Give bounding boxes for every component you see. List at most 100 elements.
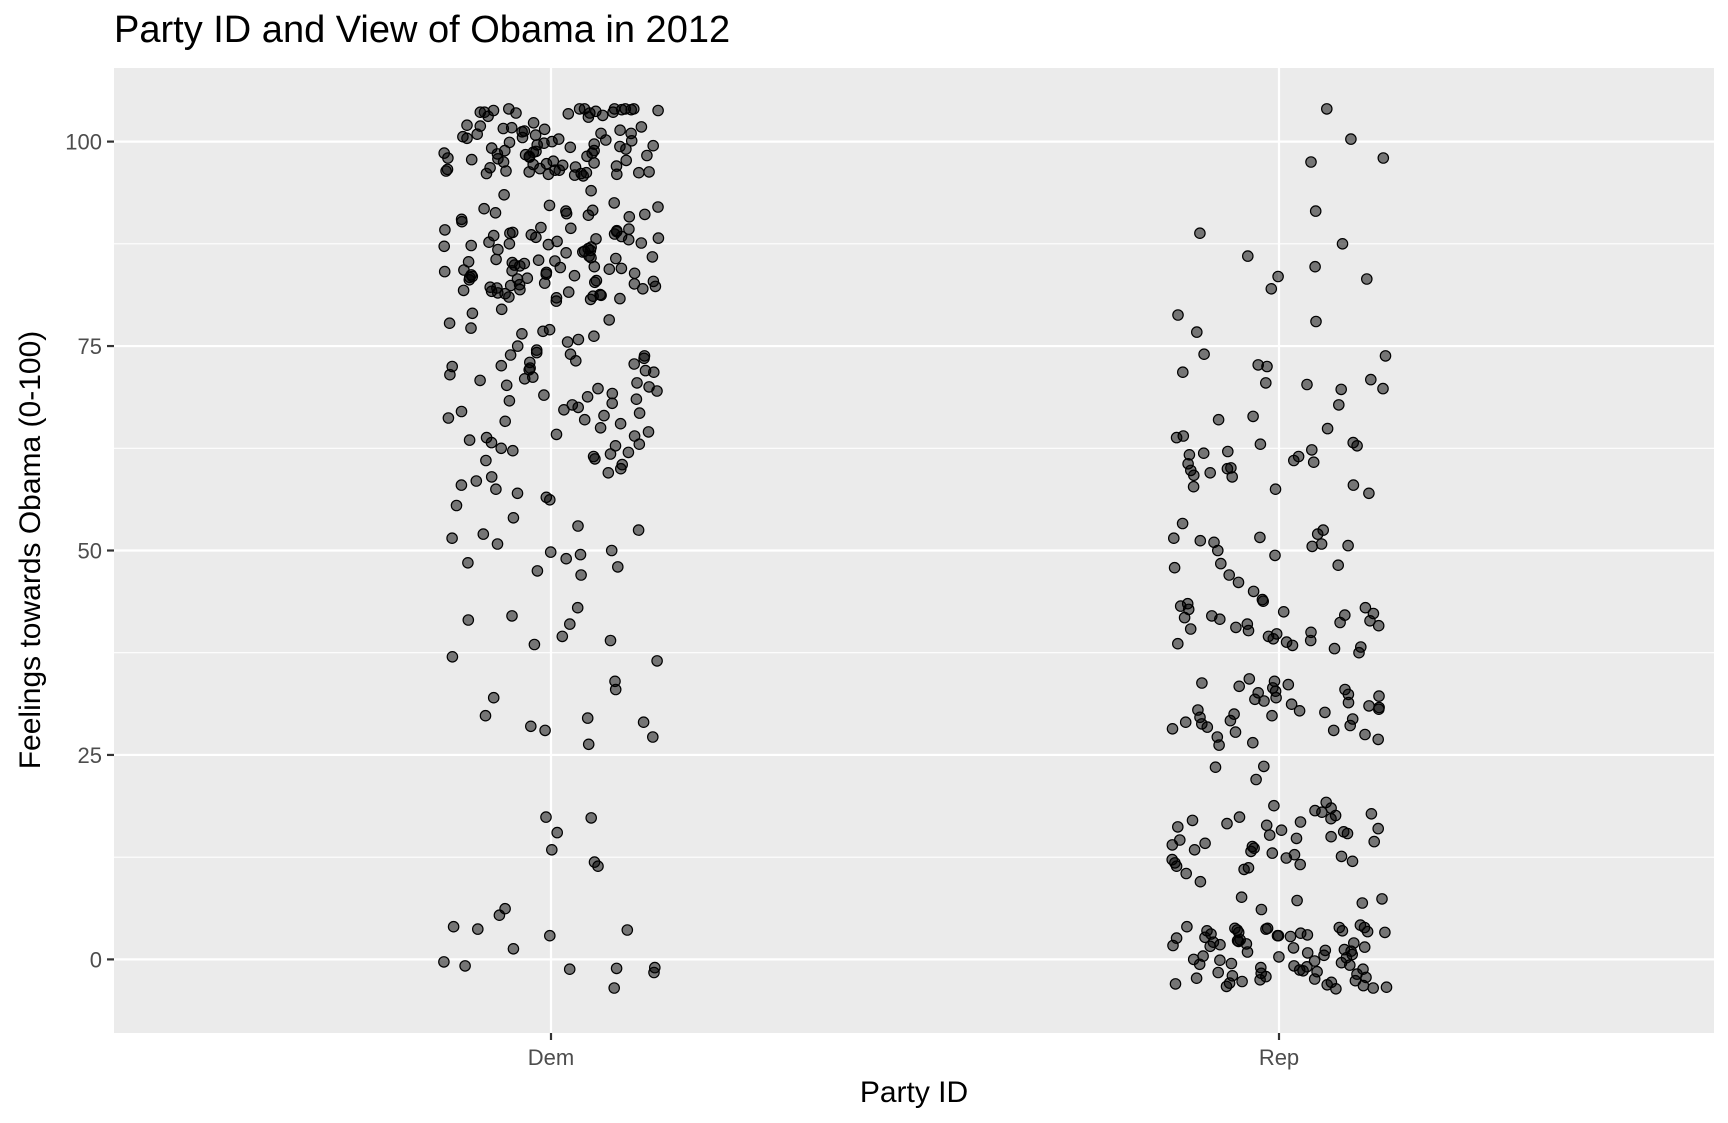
- data-point-rep: [1275, 824, 1288, 836]
- data-point-dem: [443, 317, 456, 329]
- data-point-dem: [628, 278, 641, 290]
- data-point-rep: [1257, 595, 1269, 607]
- data-point-dem: [500, 165, 512, 177]
- data-point-rep: [1178, 611, 1191, 624]
- data-point-dem: [622, 446, 635, 459]
- data-point-dem: [614, 292, 626, 305]
- data-point-rep: [1245, 845, 1257, 858]
- data-point-dem: [604, 448, 617, 460]
- data-point-rep: [1196, 677, 1208, 689]
- data-point-rep: [1265, 282, 1278, 295]
- data-point-rep: [1316, 806, 1328, 818]
- data-point-rep: [1307, 456, 1320, 468]
- data-point-dem: [506, 264, 518, 277]
- data-point-rep: [1301, 929, 1314, 941]
- data-point-dem: [503, 394, 516, 407]
- data-point-rep: [1284, 930, 1297, 943]
- data-point-dem: [518, 372, 531, 385]
- data-point-dem: [638, 352, 650, 365]
- data-point-rep: [1291, 894, 1303, 907]
- data-point-rep: [1269, 549, 1281, 562]
- data-point-rep: [1230, 621, 1242, 634]
- data-point-rep: [1177, 366, 1189, 378]
- data-point-rep: [1334, 616, 1346, 629]
- data-point-dem: [498, 189, 510, 201]
- data-point-dem: [584, 293, 597, 306]
- data-point-rep: [1315, 538, 1328, 550]
- data-point-dem: [465, 153, 478, 166]
- data-point-rep: [1293, 704, 1306, 717]
- data-point-dem: [628, 267, 641, 280]
- data-point-rep: [1359, 728, 1371, 741]
- data-point-rep: [1229, 922, 1241, 935]
- data-point-dem: [462, 556, 474, 569]
- data-point-dem: [582, 738, 595, 751]
- data-point-rep: [1167, 939, 1179, 952]
- data-point-dem: [499, 287, 511, 300]
- data-point-dem: [603, 263, 616, 275]
- y-tick-label: 100: [65, 130, 102, 155]
- data-point-dem: [463, 434, 476, 446]
- y-tick-label: 25: [78, 743, 102, 768]
- data-point-dem: [620, 143, 632, 155]
- data-point-dem: [534, 162, 546, 175]
- data-point-dem: [544, 546, 557, 558]
- data-point-dem: [586, 204, 599, 217]
- data-point-dem: [563, 963, 576, 975]
- data-point-dem: [651, 385, 663, 397]
- data-point-dem: [630, 393, 643, 405]
- data-point-dem: [599, 134, 612, 146]
- data-point-dem: [610, 962, 623, 975]
- data-point-rep: [1179, 716, 1192, 728]
- data-point-dem: [455, 479, 468, 491]
- data-point-rep: [1365, 373, 1377, 386]
- data-point-rep: [1213, 739, 1225, 751]
- data-point-rep: [1188, 469, 1200, 482]
- data-point-rep: [1223, 569, 1235, 581]
- data-point-rep: [1319, 944, 1332, 957]
- data-point-dem: [545, 843, 558, 856]
- data-point-dem: [455, 405, 468, 418]
- data-point-rep: [1282, 678, 1295, 691]
- data-point-rep: [1233, 680, 1245, 693]
- data-point-rep: [1241, 946, 1254, 958]
- data-point-rep: [1221, 817, 1233, 830]
- data-point-dem: [471, 128, 483, 140]
- data-point-rep: [1305, 156, 1317, 168]
- data-point-rep: [1197, 447, 1210, 459]
- data-point-dem: [572, 520, 584, 532]
- data-point-dem: [465, 322, 477, 334]
- data-point-dem: [550, 428, 563, 441]
- data-point-dem: [641, 149, 653, 162]
- data-point-rep: [1363, 700, 1375, 712]
- data-point-dem: [530, 346, 543, 359]
- data-point-dem: [563, 618, 576, 630]
- data-point-rep: [1186, 814, 1199, 827]
- data-point-dem: [499, 415, 511, 428]
- data-point-rep: [1225, 957, 1238, 970]
- data-point-dem: [537, 325, 549, 338]
- data-point-dem: [588, 157, 600, 169]
- data-point-rep: [1287, 942, 1300, 954]
- data-point-rep: [1364, 614, 1376, 627]
- data-point-dem: [614, 462, 627, 475]
- data-point-dem: [542, 238, 555, 251]
- data-point-dem: [543, 493, 556, 506]
- data-point-dem: [621, 924, 634, 936]
- data-point-dem: [514, 283, 526, 296]
- data-point-dem: [628, 358, 640, 370]
- data-point-dem: [457, 284, 470, 297]
- data-point-dem: [572, 401, 584, 414]
- data-point-rep: [1207, 936, 1220, 948]
- data-point-dem: [538, 277, 551, 289]
- data-point-dem: [532, 254, 545, 267]
- data-point-rep: [1328, 642, 1341, 655]
- data-point-dem: [531, 565, 544, 577]
- data-point-rep: [1277, 605, 1290, 618]
- data-point-dem: [450, 499, 463, 512]
- data-point-rep: [1201, 721, 1214, 733]
- data-point-dem: [549, 164, 561, 176]
- data-point-rep: [1356, 897, 1369, 909]
- data-point-rep: [1335, 383, 1347, 396]
- data-point-rep: [1321, 422, 1334, 435]
